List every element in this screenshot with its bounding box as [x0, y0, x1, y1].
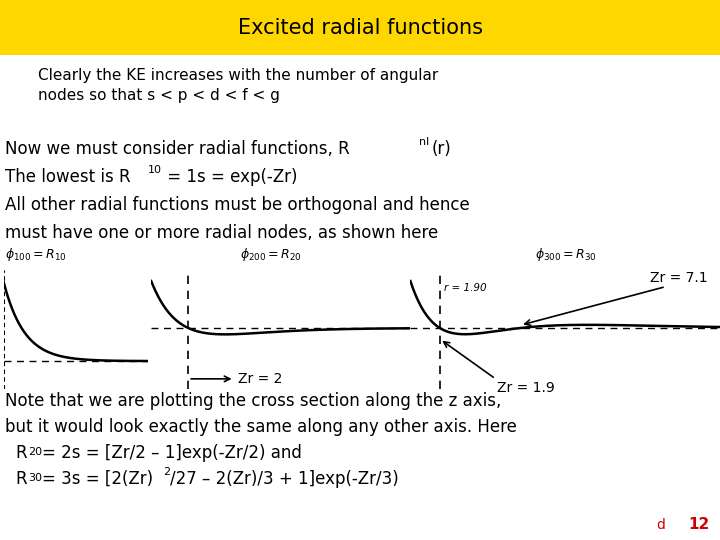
- Text: (r): (r): [432, 140, 451, 158]
- Bar: [0, 0, 720, 55]
- Text: but it would look exactly the same along any other axis. Here: but it would look exactly the same along…: [5, 418, 517, 436]
- Text: = 2s = [Zr/2 – 1]exp(-Zr/2) and: = 2s = [Zr/2 – 1]exp(-Zr/2) and: [42, 444, 302, 462]
- Text: must have one or more radial nodes, as shown here: must have one or more radial nodes, as s…: [5, 224, 438, 242]
- Text: The lowest is R: The lowest is R: [5, 168, 130, 186]
- Text: Zr = 2: Zr = 2: [238, 372, 282, 386]
- Text: 2: 2: [163, 467, 170, 477]
- Text: $\phi_{300} = R_{30}$: $\phi_{300} = R_{30}$: [535, 246, 597, 263]
- Text: All other radial functions must be orthogonal and hence: All other radial functions must be ortho…: [5, 196, 469, 214]
- Text: $\phi_{100} = R_{10}$: $\phi_{100} = R_{10}$: [5, 246, 67, 263]
- Text: = 3s = [2(Zr): = 3s = [2(Zr): [42, 470, 153, 488]
- Text: R: R: [15, 444, 27, 462]
- Text: Zr = 7.1: Zr = 7.1: [650, 271, 708, 285]
- Text: Zr = 1.9: Zr = 1.9: [497, 381, 555, 395]
- Text: 20: 20: [28, 447, 42, 457]
- Text: Now we must consider radial functions, R: Now we must consider radial functions, R: [5, 140, 350, 158]
- Text: nl: nl: [419, 137, 429, 147]
- Text: d: d: [656, 518, 665, 532]
- Text: /27 – 2(Zr)/3 + 1]exp(-Zr/3): /27 – 2(Zr)/3 + 1]exp(-Zr/3): [170, 470, 399, 488]
- Text: Clearly the KE increases with the number of angular
nodes so that s < p < d < f : Clearly the KE increases with the number…: [38, 68, 438, 103]
- Text: Excited radial functions: Excited radial functions: [238, 18, 482, 38]
- Text: r = 1.90: r = 1.90: [444, 284, 487, 293]
- Text: 30: 30: [28, 473, 42, 483]
- Text: Note that we are plotting the cross section along the z axis,: Note that we are plotting the cross sect…: [5, 392, 501, 410]
- Text: = 1s = exp(-Zr): = 1s = exp(-Zr): [162, 168, 297, 186]
- Text: 12: 12: [689, 517, 710, 532]
- Text: R: R: [15, 470, 27, 488]
- Text: 10: 10: [148, 165, 162, 175]
- Text: $\phi_{200} = R_{20}$: $\phi_{200} = R_{20}$: [240, 246, 302, 263]
